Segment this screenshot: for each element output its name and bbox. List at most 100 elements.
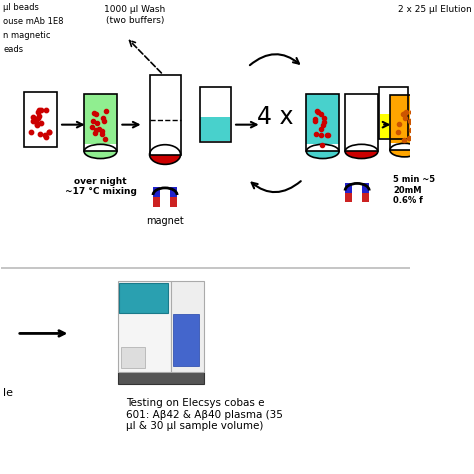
Bar xyxy=(84,94,117,151)
Point xyxy=(320,118,328,126)
Point xyxy=(407,117,414,125)
Point xyxy=(37,106,45,114)
Point xyxy=(36,112,43,120)
Text: over night
~17 °C mixing: over night ~17 °C mixing xyxy=(64,177,137,196)
Point xyxy=(396,120,403,128)
Point xyxy=(29,113,37,120)
Point xyxy=(33,121,40,129)
Point xyxy=(318,131,325,139)
Point xyxy=(43,107,50,114)
Bar xyxy=(306,94,339,151)
Point xyxy=(394,128,402,136)
Text: eads: eads xyxy=(3,45,23,54)
Point xyxy=(33,120,41,128)
Bar xyxy=(306,94,339,151)
Text: 5 min ~5
20mM
0.6% f: 5 min ~5 20mM 0.6% f xyxy=(393,175,436,205)
Point xyxy=(401,114,409,122)
Point xyxy=(33,117,40,125)
Bar xyxy=(344,144,379,151)
Bar xyxy=(379,87,408,138)
Bar xyxy=(200,87,230,142)
Bar xyxy=(171,281,204,372)
Text: μl beads: μl beads xyxy=(3,3,39,12)
Point xyxy=(407,118,415,126)
Point xyxy=(101,135,109,142)
Point xyxy=(401,136,408,144)
Point xyxy=(89,118,97,125)
Ellipse shape xyxy=(84,144,117,158)
Bar xyxy=(170,197,177,207)
Bar xyxy=(173,314,199,366)
Point xyxy=(312,130,319,138)
Bar xyxy=(119,283,168,313)
Text: ouse mAb 1E8: ouse mAb 1E8 xyxy=(3,17,64,26)
Ellipse shape xyxy=(390,143,419,157)
Point xyxy=(313,108,320,115)
Bar xyxy=(345,183,352,192)
Bar xyxy=(345,192,352,202)
Bar xyxy=(345,94,378,151)
Point xyxy=(35,108,42,115)
Point xyxy=(35,106,43,113)
Point xyxy=(311,117,319,125)
Point xyxy=(319,121,327,128)
Point xyxy=(36,130,44,138)
Text: le: le xyxy=(3,388,13,398)
Text: magnet: magnet xyxy=(146,216,184,226)
Bar xyxy=(380,114,407,137)
Bar xyxy=(305,144,340,151)
Text: 1000 μl Wash
(two buffers): 1000 μl Wash (two buffers) xyxy=(104,5,165,25)
Bar xyxy=(170,187,177,197)
Point xyxy=(95,125,103,132)
Point xyxy=(102,108,110,115)
Bar xyxy=(149,145,182,155)
Point xyxy=(318,125,325,132)
Point xyxy=(324,131,332,139)
Point xyxy=(319,141,326,149)
Bar xyxy=(363,183,369,192)
Point xyxy=(45,128,53,136)
Text: 4 x: 4 x xyxy=(257,105,293,129)
Point xyxy=(405,135,413,142)
Point xyxy=(399,110,406,118)
Bar xyxy=(83,144,118,151)
Point xyxy=(320,114,328,122)
Point xyxy=(41,131,49,139)
Point xyxy=(317,110,325,118)
Bar xyxy=(153,187,160,197)
Point xyxy=(91,129,99,137)
Bar xyxy=(390,95,419,150)
Bar xyxy=(118,372,204,383)
Point xyxy=(99,128,106,135)
Point xyxy=(29,118,37,125)
Bar xyxy=(363,192,369,202)
Point xyxy=(314,108,322,116)
Bar xyxy=(390,95,419,150)
Bar xyxy=(389,143,420,150)
Bar xyxy=(121,347,145,368)
Point xyxy=(92,127,100,134)
Point xyxy=(27,128,35,136)
Point xyxy=(311,116,319,123)
Ellipse shape xyxy=(345,144,378,158)
Bar xyxy=(150,75,181,155)
Point xyxy=(37,119,45,127)
Ellipse shape xyxy=(150,145,181,164)
Point xyxy=(402,109,410,116)
Point xyxy=(92,110,100,118)
Text: 2 x 25 μl Elution: 2 x 25 μl Elution xyxy=(398,5,472,14)
Ellipse shape xyxy=(306,144,339,158)
Point xyxy=(100,114,107,122)
Point xyxy=(408,108,416,116)
Text: Testing on Elecsys cobas e
601: Aβ42 & Aβ40 plasma (35
μl & 30 μl sample volume): Testing on Elecsys cobas e 601: Aβ42 & A… xyxy=(126,398,283,431)
Point xyxy=(408,126,415,134)
Text: n magnetic: n magnetic xyxy=(3,31,51,40)
Point xyxy=(323,131,331,138)
Point xyxy=(89,123,96,131)
Point xyxy=(42,133,49,140)
Point xyxy=(98,130,105,138)
Point xyxy=(93,119,100,127)
Bar xyxy=(84,94,117,151)
Point xyxy=(45,128,53,136)
Bar xyxy=(153,197,160,207)
